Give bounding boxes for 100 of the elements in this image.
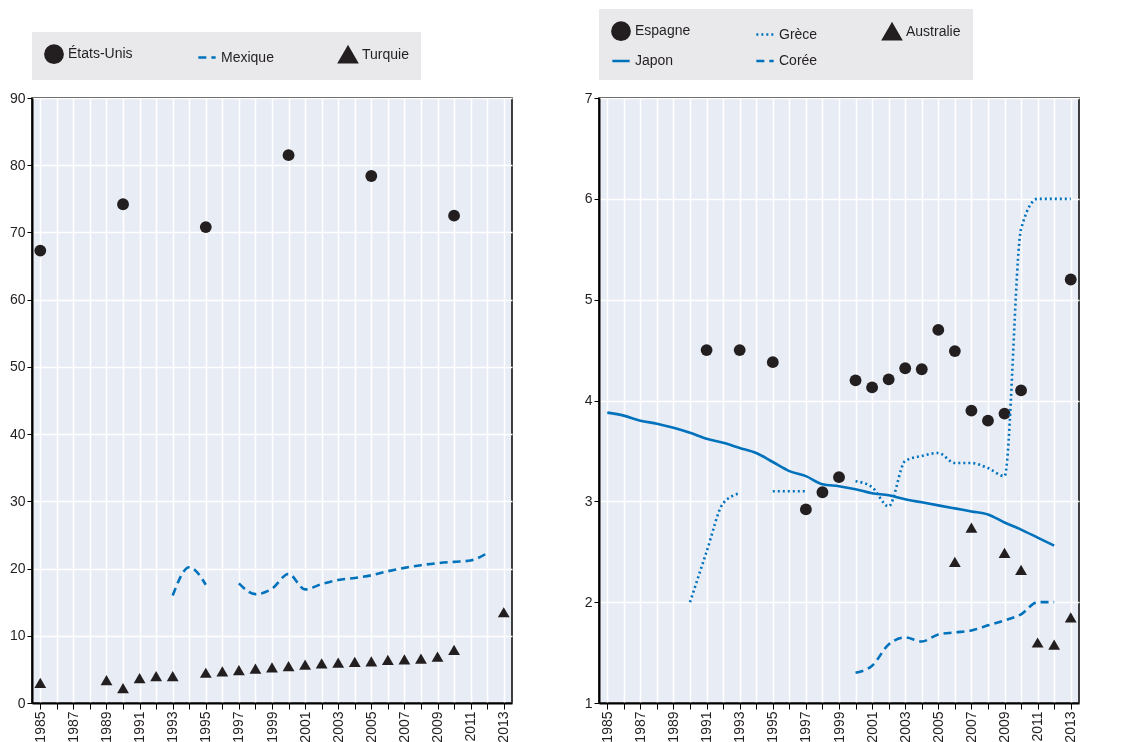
point [332, 657, 345, 668]
legend-label: Grèce [779, 25, 818, 42]
point [34, 244, 47, 257]
x-tick-label: 2005 [362, 711, 379, 742]
point [216, 666, 229, 677]
point [348, 656, 361, 668]
x-tick-label: 1999 [830, 711, 847, 742]
point [431, 651, 444, 662]
y-tick-label: 0 [17, 694, 26, 711]
x-tick-label: 1987 [631, 711, 648, 742]
point [1064, 612, 1077, 623]
point [415, 653, 427, 664]
point [34, 677, 47, 688]
point [965, 404, 978, 417]
x-tick-label: 2003 [896, 711, 913, 742]
point [799, 503, 812, 516]
point [899, 362, 912, 375]
y-tick-label: 70 [9, 223, 26, 240]
legend-label: Australie [906, 22, 961, 39]
x-tick-label: 2013 [495, 711, 512, 742]
point [1048, 639, 1061, 650]
x-tick-label: 2013 [1062, 711, 1079, 742]
point [948, 345, 961, 357]
point [965, 522, 978, 533]
point [199, 221, 212, 233]
y-tick-label: 1 [584, 694, 593, 711]
x-tick-label: 2011 [462, 711, 479, 742]
point [199, 667, 212, 678]
point [448, 644, 460, 656]
point [448, 209, 460, 222]
legend-label: États-Unis [68, 45, 133, 62]
point [497, 607, 510, 618]
x-tick-label: 2009 [996, 711, 1013, 742]
point [100, 675, 113, 686]
point [249, 663, 262, 674]
y-tick-label: 3 [584, 492, 593, 509]
point [1015, 564, 1027, 576]
point [1064, 273, 1077, 286]
x-tick-label: 1991 [131, 711, 148, 742]
point [232, 664, 245, 676]
point [282, 660, 295, 672]
point [166, 670, 179, 682]
point [150, 670, 163, 682]
point [816, 486, 829, 499]
x-tick-label: 2007 [395, 711, 412, 742]
point [948, 556, 961, 567]
x-tick-label: 2003 [329, 711, 346, 742]
point [365, 170, 378, 182]
point [849, 374, 862, 387]
point [117, 683, 129, 694]
y-tick-label: 30 [9, 492, 26, 509]
y-tick-label: 5 [584, 291, 593, 308]
x-tick-label: 1997 [230, 711, 247, 742]
x-tick-label: 1989 [97, 711, 114, 742]
point [1031, 637, 1044, 648]
y-tick-label: 90 [9, 89, 26, 106]
x-tick-label: 1985 [598, 711, 615, 742]
y-tick-label: 80 [9, 156, 26, 173]
x-tick-label: 2011 [1029, 711, 1046, 742]
y-tick-label: 6 [584, 190, 593, 207]
x-tick-label: 1995 [197, 711, 214, 742]
point [282, 149, 295, 162]
point [365, 656, 378, 667]
x-tick-label: 1999 [263, 711, 280, 742]
point [882, 373, 895, 386]
legend-label: Mexique [221, 48, 275, 65]
y-tick-label: 2 [584, 593, 593, 610]
point [299, 659, 312, 670]
y-tick-label: 40 [9, 425, 26, 442]
x-tick-label: 1995 [764, 711, 781, 742]
point [866, 381, 879, 394]
legend-label: Japon [635, 52, 674, 68]
legend-label: Turquie [362, 45, 410, 62]
x-tick-label: 1997 [797, 711, 814, 742]
x-tick-label: 2005 [929, 711, 946, 742]
point [833, 471, 845, 484]
x-tick-label: 2001 [863, 711, 880, 742]
point [133, 673, 146, 684]
y-tick-label: 50 [9, 358, 26, 375]
x-tick-label: 2009 [429, 711, 446, 742]
x-tick-label: 1991 [698, 711, 715, 742]
point [998, 407, 1011, 420]
legend-label: Espagne [635, 22, 691, 39]
point [766, 356, 779, 369]
x-tick-label: 1989 [664, 711, 681, 742]
x-tick-label: 2001 [296, 711, 313, 742]
x-tick-label: 1987 [64, 711, 81, 742]
x-tick-label: 1993 [731, 711, 748, 742]
point [381, 654, 394, 666]
x-tick-label: 2007 [962, 711, 979, 742]
y-tick-label: 10 [9, 627, 26, 644]
y-tick-label: 60 [9, 291, 26, 308]
x-tick-label: 1993 [164, 711, 181, 742]
point [117, 198, 129, 211]
point [932, 324, 945, 336]
point [398, 654, 411, 665]
legend-label: Corée [779, 52, 818, 68]
point [315, 658, 328, 669]
point [733, 344, 746, 356]
y-tick-label: 7 [584, 89, 593, 106]
